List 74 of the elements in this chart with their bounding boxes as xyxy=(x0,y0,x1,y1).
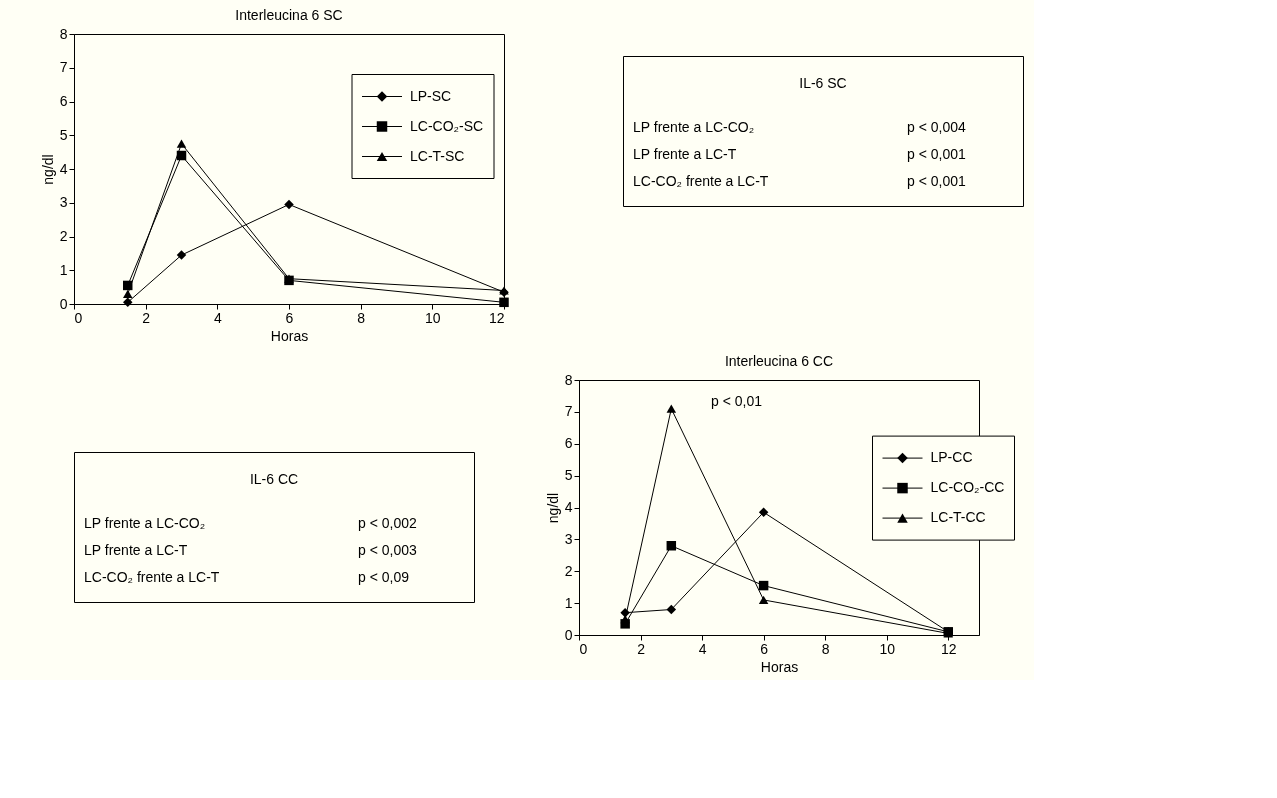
text: LP frente a LC-T xyxy=(84,542,188,558)
point xyxy=(499,297,509,308)
point xyxy=(176,150,187,161)
x-tick-label: 4 xyxy=(698,640,707,657)
point xyxy=(176,250,187,260)
text: IL-6 CC xyxy=(249,471,299,487)
text: p < 0,002 xyxy=(358,515,417,531)
y-tick-label: 1 xyxy=(564,594,573,611)
legend-label: LC-CO₂-CC xyxy=(930,479,1005,496)
point xyxy=(758,580,769,591)
x-tick-label: 12 xyxy=(488,309,505,326)
text: LP frente a LC-CO₂ xyxy=(84,515,206,531)
x-tick-label: 10 xyxy=(425,309,441,326)
text: LC-CO₂ frente a LC-T xyxy=(84,569,220,585)
y-tick-label: 7 xyxy=(59,59,68,76)
y-tick-label: 2 xyxy=(564,562,573,579)
y-tick-label: 4 xyxy=(564,499,573,515)
point xyxy=(284,199,294,210)
text: LP frente a LC-T xyxy=(633,146,737,162)
point xyxy=(123,280,133,291)
point xyxy=(666,604,677,615)
point xyxy=(758,595,769,605)
x-tick-label: 6 xyxy=(285,309,294,326)
point xyxy=(123,297,133,308)
y-tick-label: 5 xyxy=(59,126,68,143)
x-axis-title: Horas xyxy=(270,327,309,344)
text: p < 0,003 xyxy=(358,542,417,558)
y-tick-label: 3 xyxy=(59,194,68,211)
x-tick-label: 12 xyxy=(940,640,957,657)
y-tick-label: 4 xyxy=(59,160,68,177)
text: IL-6 SC xyxy=(799,75,847,91)
x-tick-label: 10 xyxy=(879,640,896,657)
x-tick-label: 6 xyxy=(760,640,769,657)
point xyxy=(758,507,769,518)
x-tick-label: 8 xyxy=(821,640,830,657)
y-tick-label: 0 xyxy=(564,626,573,643)
x-tick-label: 8 xyxy=(357,309,366,326)
annotation: p < 0,01 xyxy=(711,393,763,409)
y-axis-title: ng/dl xyxy=(39,154,56,185)
y-tick-label: 3 xyxy=(564,530,573,547)
x-tick-label: 0 xyxy=(74,309,83,326)
y-tick-label: 0 xyxy=(59,295,68,312)
y-tick-label: 5 xyxy=(564,467,573,484)
point xyxy=(620,607,630,618)
y-tick-label: 7 xyxy=(564,403,573,420)
x-tick-label: 4 xyxy=(213,309,222,326)
point xyxy=(666,541,677,551)
legend-label: LC-T-SC xyxy=(410,147,465,164)
legend-label: LP-SC xyxy=(410,87,452,104)
point xyxy=(666,404,677,413)
text: LP frente a LC-CO₂ xyxy=(633,119,755,135)
point xyxy=(176,139,187,148)
chart-title: Interleucina 6 CC xyxy=(724,353,834,369)
text: p < 0,001 xyxy=(907,146,966,162)
point xyxy=(123,289,133,298)
y-tick-label: 8 xyxy=(564,371,573,388)
legend-label: LP-CC xyxy=(930,449,973,466)
y-tick-label: 1 xyxy=(59,261,68,278)
legend-label: LC-T-CC xyxy=(930,509,986,526)
y-tick-label: 6 xyxy=(564,435,573,452)
y-tick-label: 8 xyxy=(59,25,68,42)
chart-title: Interleucina 6 SC xyxy=(235,7,343,23)
y-tick-label: 2 xyxy=(59,228,68,244)
x-tick-label: 0 xyxy=(579,640,588,657)
x-tick-label: 2 xyxy=(637,640,646,657)
text: p < 0,09 xyxy=(358,569,410,585)
text: p < 0,004 xyxy=(907,119,966,135)
x-tick-label: 2 xyxy=(142,309,151,326)
x-axis-title: Horas xyxy=(760,658,799,675)
y-axis-title: ng/dl xyxy=(544,492,561,524)
text: LC-CO₂ frente a LC-T xyxy=(633,173,769,189)
text: p < 0,001 xyxy=(907,173,966,189)
legend-label: LC-CO₂-SC xyxy=(410,117,484,134)
y-tick-label: 6 xyxy=(59,93,68,109)
